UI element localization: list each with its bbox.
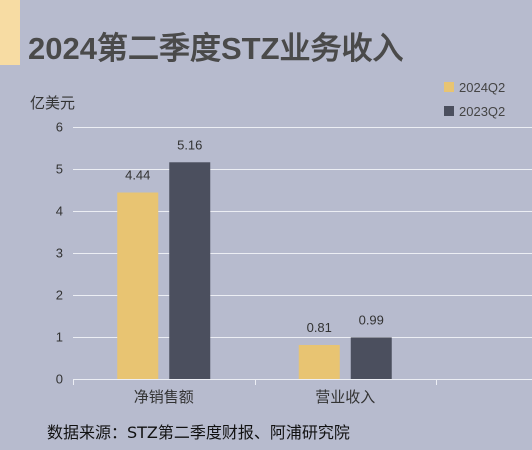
y-tick-label: 0: [56, 372, 63, 387]
legend-label-2024q2: 2024Q2: [459, 79, 506, 95]
x-tick-label: 营业收入: [315, 388, 375, 406]
legend-item-2024q2: 2024Q2: [444, 75, 505, 99]
y-tick-label: 4: [56, 204, 63, 219]
data-label: 0.81: [307, 320, 332, 335]
data-label: 5.16: [177, 137, 202, 152]
data-label: 4.44: [125, 168, 150, 183]
legend-item-2023q2: 2023Q2: [444, 99, 505, 123]
x-tick-label: 净销售额: [134, 388, 194, 406]
bar-2023q2: [350, 337, 392, 379]
legend: 2024Q2 2023Q2: [444, 75, 505, 123]
y-axis-label: 亿美元: [30, 94, 76, 112]
y-tick-label: 3: [56, 246, 63, 261]
bar-2023q2: [169, 162, 211, 379]
y-tick-label: 5: [56, 162, 63, 177]
legend-label-2023q2: 2023Q2: [459, 103, 506, 119]
y-tick-label: 2: [56, 288, 63, 303]
y-tick-label: 1: [56, 330, 63, 345]
bar-2024q2: [117, 192, 159, 379]
data-label: 0.99: [359, 312, 384, 327]
y-tick-label: 6: [56, 120, 63, 135]
chart-title: 2024第二季度STZ业务收入: [28, 31, 404, 66]
source-note: 数据来源：STZ第二季度财报、阿浦研究院: [47, 423, 350, 442]
legend-swatch-2024q2: [444, 82, 454, 92]
title-accent-bar: [0, 0, 20, 65]
bar-2024q2: [298, 344, 340, 379]
legend-swatch-2023q2: [444, 106, 454, 116]
